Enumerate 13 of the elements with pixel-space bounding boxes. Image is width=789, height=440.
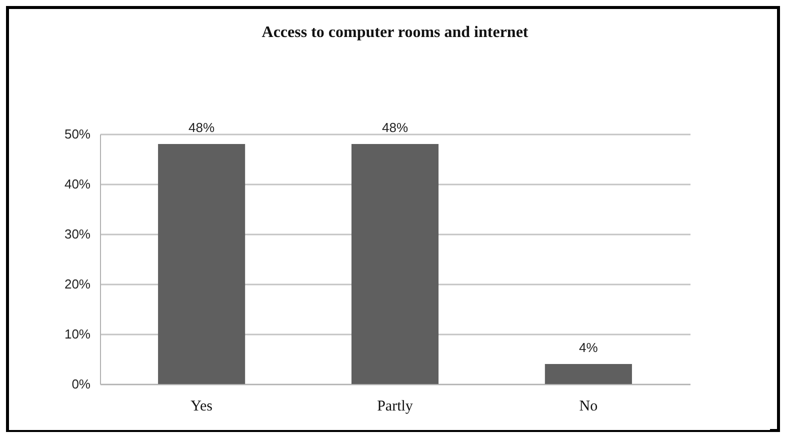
y-tick-label: 50% <box>64 126 91 142</box>
y-tick-label: 30% <box>64 226 91 242</box>
x-tick-label: Partly <box>377 398 414 414</box>
x-tick-label: No <box>579 398 598 414</box>
chart-title: Access to computer rooms and internet <box>262 24 529 41</box>
data-label: 4% <box>579 340 598 355</box>
x-tick-label: Yes <box>190 398 213 414</box>
y-tick-label: 20% <box>64 276 91 292</box>
y-tick-label: 10% <box>64 326 91 342</box>
y-tick-label: 0% <box>72 376 91 392</box>
data-label: 48% <box>382 120 408 135</box>
y-tick-label: 40% <box>64 176 91 192</box>
data-label: 48% <box>188 120 215 135</box>
